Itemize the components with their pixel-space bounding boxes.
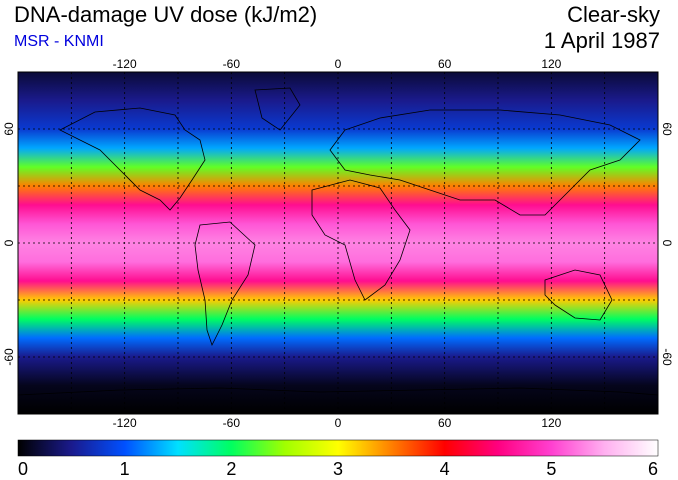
sky-condition: Clear-sky: [567, 2, 660, 27]
lon-label-top: 0: [335, 57, 342, 71]
coast-australia: [544, 269, 613, 321]
colorbar-tick-label: 6: [648, 459, 658, 479]
coast-greenland: [254, 87, 301, 131]
continents: [18, 87, 658, 396]
lat-label-right: 0: [660, 240, 674, 247]
coast-south-america: [194, 221, 256, 347]
map-frame: [17, 71, 659, 415]
frame-ticks: [18, 68, 605, 418]
coast-eurasia: [329, 109, 641, 216]
colorbar-tick-label: 3: [333, 459, 343, 479]
coast-africa: [311, 179, 411, 301]
lat-label-left: -60: [2, 348, 16, 366]
lon-label-bottom: 60: [438, 416, 452, 430]
lon-label-top: -60: [223, 57, 241, 71]
lon-label-bottom: -120: [113, 416, 137, 430]
colorbar-tick-label: 4: [440, 459, 450, 479]
lon-labels-bottom: -120 -60 0 60 120: [113, 416, 562, 430]
map-title: DNA-damage UV dose (kJ/m2): [14, 2, 318, 27]
lat-label-right: -60: [660, 348, 674, 366]
lon-label-top: 60: [438, 57, 452, 71]
colorbar: [17, 439, 659, 457]
lat-labels-left: 60 0 -60: [2, 122, 16, 366]
lat-label-left: 0: [2, 239, 16, 246]
lon-label-top: -120: [113, 57, 137, 71]
lat-label-right: 60: [660, 122, 674, 136]
lon-label-bottom: -60: [223, 416, 241, 430]
graticule: [18, 72, 658, 414]
map-source: MSR - KNMI: [14, 33, 104, 50]
lon-label-bottom: 0: [335, 416, 342, 430]
colorbar-tick-label: 2: [226, 459, 236, 479]
coast-north-america: [59, 107, 206, 211]
lon-label-bottom: 120: [541, 416, 561, 430]
colorbar-tick-label: 0: [18, 459, 28, 479]
lat-labels-right: 60 0 -60: [660, 122, 674, 366]
colorbar-tick-label: 1: [120, 459, 130, 479]
lat-label-left: 60: [2, 122, 16, 136]
colorbar-labels: 0 1 2 3 4 5 6: [18, 459, 658, 479]
lon-labels-top: -120 -60 0 60 120: [113, 57, 562, 71]
map-date: 1 April 1987: [543, 28, 660, 53]
colorbar-tick-label: 5: [546, 459, 556, 479]
lon-label-top: 120: [541, 57, 561, 71]
coast-antarctica: [18, 387, 658, 396]
